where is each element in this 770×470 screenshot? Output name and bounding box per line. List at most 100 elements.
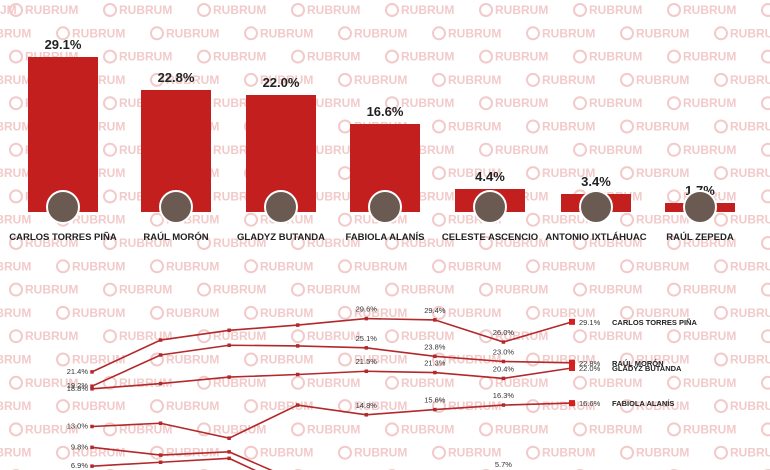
value-label: 29.1% [579,318,601,327]
category-label: CARLOS TORRES PIÑA [9,232,117,243]
series-line [91,367,573,390]
value-label: 20.4% [493,364,515,373]
watermark-icon [9,49,23,64]
candidate-photo [264,190,298,224]
watermark-icon [714,26,728,41]
watermark-icon [244,399,258,414]
watermark-icon [244,72,258,87]
watermark-icon [620,445,634,460]
watermark-text: RUBRUM [307,283,360,297]
watermark-text: RUBRUM [354,73,407,87]
watermark-text: RUBRUM [589,96,642,110]
watermark-icon [761,96,770,111]
watermark-icon [338,352,352,367]
watermark-text: RUBRUM [72,213,125,227]
watermark-icon [573,3,587,17]
category-label: FABIOLA ALANÍS [345,232,425,243]
watermark-icon [338,26,352,41]
watermark-icon [338,445,352,460]
watermark-icon [103,49,117,64]
watermark-text: RUBRUM [354,446,407,460]
watermark-icon [9,282,23,297]
category-label: CELESTE ASCENCIO [441,232,539,243]
point-marker [501,340,506,344]
value-label: 9.8% [71,442,88,451]
watermark-text: RUBRUM [213,329,266,343]
watermark-icon [526,166,540,181]
point-marker [501,403,506,407]
watermark-text: RUBRUM [307,329,360,343]
point-marker [433,407,437,412]
series-line [91,457,257,470]
watermark-icon [667,49,681,64]
watermark-text: RUBRUM [307,50,360,64]
watermark-icon [573,422,587,437]
watermark-icon [385,96,399,111]
watermark-text: RUBRUM [636,26,689,40]
watermark-icon [9,96,23,111]
point-marker [569,318,575,325]
watermark-icon [479,329,493,344]
point-marker [364,346,369,350]
watermark-icon [338,212,352,227]
watermark-icon [385,375,399,390]
watermark-icon [432,305,446,320]
watermark-icon [714,399,728,414]
value-label: 23.8% [424,342,446,351]
watermark-text: RUBRUM [542,166,595,180]
point-marker [501,376,506,381]
watermark-text: RUBRUM [401,3,454,17]
watermark-text: RUBRUM [0,120,31,134]
watermark-icon [291,236,305,250]
watermark-icon [573,236,587,250]
watermark-icon [714,305,728,320]
watermark-icon [9,189,23,204]
watermark-text: RUBRUM [401,376,454,390]
watermark-text: RUBRUM [307,236,360,250]
watermark-icon [761,142,770,157]
watermark-icon [620,305,634,320]
value-label: 16.6% [579,399,601,408]
watermark-initials: JM [0,3,17,17]
watermark-text: RUBRUM [213,283,266,297]
value-label: 3.4% [581,173,611,189]
watermark-text: RUBRUM [307,422,360,436]
watermark-icon [150,259,164,274]
watermark-text: RUBRUM [542,73,595,87]
value-label: 6.9% [71,461,88,470]
watermark-text: RUBRUM [636,213,689,227]
watermark-icon [479,236,493,250]
watermark-icon [103,422,117,437]
watermark-icon [432,26,446,41]
watermark-text: RUBRUM [730,213,770,227]
point-marker [364,316,369,321]
watermark-icon [291,3,305,17]
watermark-icon [761,189,770,204]
watermark-text: RUBRUM [25,422,78,436]
watermark-text: RUBRUM [401,422,454,436]
watermark-text: RUBRUM [495,422,548,436]
watermark-icon [432,166,446,181]
watermark-text: RUBRUM [683,236,736,250]
watermark-icon [479,142,493,157]
watermark-text: RUBRUM [260,26,313,40]
watermark-text: RUBRUM [166,26,219,40]
watermark-icon [526,259,540,274]
watermark-text: RUBRUM [495,376,548,390]
series-name: FABIOLA ALANÍS [612,399,674,408]
watermark-icon [103,375,117,390]
watermark-icon [620,212,634,227]
watermark-icon [291,329,305,344]
watermark-text: RUBRUM [542,399,595,413]
watermark-icon [432,399,446,414]
watermark-icon [150,72,164,87]
category-label: RAÚL MORÓN [143,232,209,243]
watermark-text: RUBRUM [589,376,642,390]
watermark-icon [432,72,446,87]
watermark-icon [432,212,446,227]
watermark-text: RUBRUM [683,376,736,390]
watermark-icon [291,422,305,437]
watermark-icon [150,26,164,41]
watermark-text: RUBRUM [260,446,313,460]
watermark-icon [150,212,164,227]
